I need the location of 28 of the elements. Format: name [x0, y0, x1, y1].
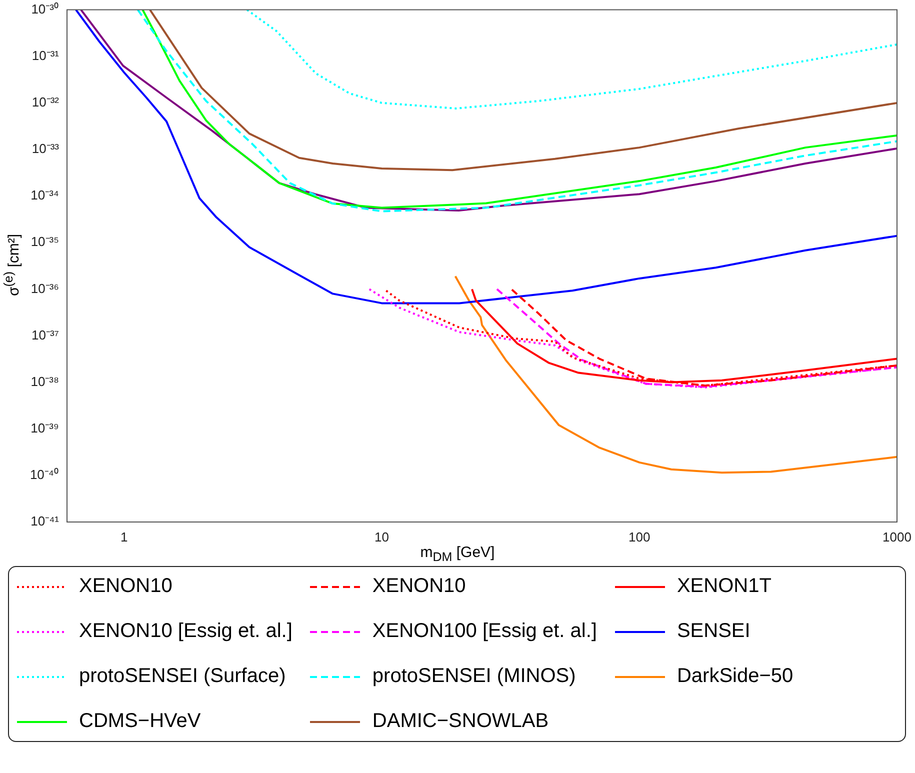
- y-tick-label: 10⁻⁴¹: [30, 514, 60, 529]
- y-tick-label: 10⁻³⁶: [30, 280, 59, 296]
- y-tick-label: 10⁻³⁷: [32, 327, 60, 342]
- legend-label: XENON1T: [676, 575, 772, 598]
- x-tick-label: 100: [628, 529, 650, 544]
- legend-label: CDMS−HVeV: [79, 710, 201, 733]
- y-tick-label: 10⁻³⁴: [30, 188, 59, 203]
- y-tick-label: 10⁻⁴⁰: [30, 467, 59, 482]
- y-tick-label: 10⁻³⁹: [30, 420, 59, 436]
- y-tick-label: 10⁻³¹: [32, 48, 60, 63]
- legend-label: XENON10: [79, 575, 172, 598]
- legend-label: XENON100 [Essig et. al.]: [372, 620, 597, 643]
- legend-label: DAMIC−SNOWLAB: [372, 710, 549, 733]
- legend-label: DarkSide−50: [676, 665, 794, 688]
- x-tick-label: 10: [374, 529, 389, 544]
- legend-label: protoSENSEI (MINOS): [372, 665, 576, 688]
- y-tick-label: 10⁻³²: [32, 94, 60, 110]
- x-tick-label: 1000: [882, 529, 912, 544]
- legend-label: SENSEI: [676, 620, 750, 643]
- x-tick-label: 1: [120, 529, 128, 544]
- y-tick-label: 10⁻³⁸: [30, 374, 59, 389]
- legend-label: XENON10 [Essig et. al.]: [79, 620, 292, 643]
- y-tick-label: 10⁻³⁰: [31, 1, 59, 16]
- y-tick-label: 10⁻³⁵: [30, 234, 59, 250]
- legend-label: XENON10: [372, 575, 466, 598]
- x-axis-title: m$_{DM}$ [GeV]: [419, 544, 496, 564]
- legend-label: protoSENSEI (Surface): [79, 665, 286, 688]
- y-tick-label: 10⁻³³: [32, 141, 60, 156]
